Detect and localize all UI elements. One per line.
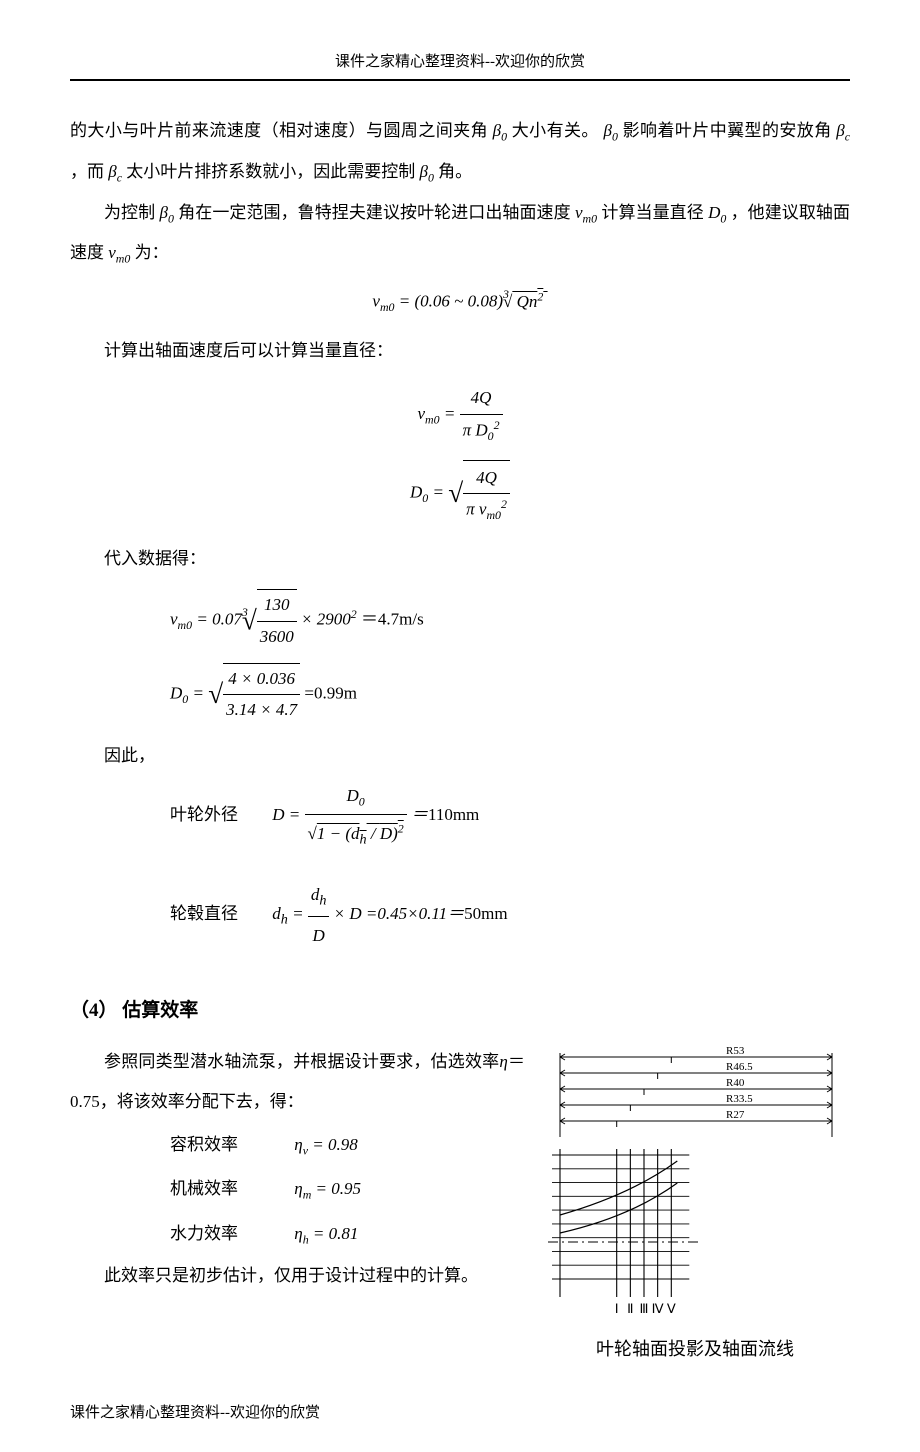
formula-D0-sqrt: D0 = √4Qπ vm02 [70, 460, 850, 527]
eff-label: 容积效率 [170, 1123, 260, 1167]
svg-text:R27: R27 [726, 1109, 745, 1121]
diagram-caption: 叶轮轴面投影及轴面流线 [540, 1335, 850, 1361]
hub-diameter-line: 轮毂直径 dh = dhD × D =0.45×0.11＝50mm [170, 876, 850, 955]
text: ，而 [70, 162, 104, 181]
eta-symbol: η [499, 1052, 507, 1071]
text: 大小有关。 [512, 121, 599, 140]
svg-text:R40: R40 [726, 1077, 745, 1089]
paragraph-2: 为控制 β0 角在一定范围，鲁特捏夫建议按叶轮进口出轴面速度 vm0 计算当量直… [70, 193, 850, 275]
formula-vm0-def: vm0 = (0.06 ~ 0.08)3√ Qn2 [70, 286, 850, 318]
vm0-symbol: vm0 [575, 203, 597, 222]
text: 影响着叶片中翼型的安放角 [623, 121, 832, 140]
paragraph-7: 此效率只是初步估计，仅用于设计过程中的计算。 [70, 1256, 525, 1297]
svg-text:Ⅰ: Ⅰ [615, 1301, 619, 1316]
eff-label: 水力效率 [170, 1212, 260, 1256]
impeller-label: 叶轮外径 [170, 805, 238, 824]
text: 为控制 [104, 203, 155, 222]
page-header: 课件之家精心整理资料--欢迎你的欣赏 [70, 50, 850, 81]
svg-text:Ⅲ: Ⅲ [640, 1301, 649, 1316]
text: 为： [135, 243, 169, 262]
text-column: 参照同类型潜水轴流泵，并根据设计要求，估选效率η＝0.75，将该效率分配下去，得… [70, 1042, 540, 1297]
text: 的大小与叶片前来流速度（相对速度）与圆周之间夹角 [70, 121, 488, 140]
betac-symbol: βc [108, 162, 122, 181]
text: 角。 [438, 162, 472, 181]
text: 参照同类型潜水轴流泵，并根据设计要求，估选效率 [104, 1052, 499, 1071]
formula-vm0-frac: vm0 = 4Qπ D02 [70, 383, 850, 447]
section-4-title: （4） 估算效率 [70, 995, 850, 1022]
text: 角在一定范围，鲁特捏夫建议按叶轮进口出轴面速度 [178, 203, 570, 222]
hub-label: 轮毂直径 [170, 904, 238, 923]
formula-D0-calc: D0 = √4 × 0.0363.14 × 4.7 =0.99m [170, 663, 850, 726]
betac-symbol: βc [836, 121, 850, 140]
svg-text:R53: R53 [726, 1047, 745, 1057]
mechanical-efficiency: 机械效率 ηm = 0.95 [170, 1167, 525, 1211]
page-footer: 课件之家精心整理资料--欢迎你的欣赏 [70, 1401, 850, 1422]
beta0-symbol: β0 [604, 121, 618, 140]
paragraph-5: 因此， [70, 736, 850, 777]
svg-text:R46.5: R46.5 [726, 1061, 753, 1073]
eff-label: 机械效率 [170, 1167, 260, 1211]
section-title-text: 估算效率 [122, 1000, 198, 1021]
text: 计算当量直径 [601, 203, 703, 222]
document-page: 课件之家精心整理资料--欢迎你的欣赏 的大小与叶片前来流速度（相对速度）与圆周之… [0, 0, 920, 1452]
formula-vm0-calc: vm0 = 0.073√1303600 × 29002 ＝4.7m/s [170, 589, 850, 652]
paragraph-6: 参照同类型潜水轴流泵，并根据设计要求，估选效率η＝0.75，将该效率分配下去，得… [70, 1042, 525, 1124]
D0-symbol: D0 [708, 203, 726, 222]
paragraph-4: 代入数据得： [70, 539, 850, 580]
two-column-section: 参照同类型潜水轴流泵，并根据设计要求，估选效率η＝0.75，将该效率分配下去，得… [70, 1042, 850, 1361]
svg-text:Ⅴ: Ⅴ [667, 1301, 676, 1316]
beta0-symbol: β0 [493, 121, 507, 140]
beta0-symbol: β0 [420, 162, 434, 181]
hydraulic-efficiency: 水力效率 ηh = 0.81 [170, 1212, 525, 1256]
paragraph-1: 的大小与叶片前来流速度（相对速度）与圆周之间夹角 β0 大小有关。 β0 影响着… [70, 111, 850, 193]
beta0-symbol: β0 [160, 203, 174, 222]
impeller-diameter-line: 叶轮外径 D = D0√1 − (dh / D)2 ＝110mm [170, 777, 850, 856]
vm0-symbol: vm0 [108, 243, 130, 262]
text: 太小叶片排挤系数就小，因此需要控制 [126, 162, 415, 181]
impeller-diagram: R53 R46.5 R40 R33.5 R27 ⅤⅣⅢⅡⅠ 叶轮轴面投影及轴面流线 [540, 1047, 850, 1361]
volumetric-efficiency: 容积效率 ηv = 0.98 [170, 1123, 525, 1167]
svg-text:Ⅱ: Ⅱ [627, 1301, 633, 1316]
svg-text:Ⅳ: Ⅳ [652, 1301, 664, 1316]
svg-text:R33.5: R33.5 [726, 1093, 753, 1105]
paragraph-3: 计算出轴面速度后可以计算当量直径： [70, 331, 850, 372]
section-number: （4） [70, 1000, 118, 1021]
